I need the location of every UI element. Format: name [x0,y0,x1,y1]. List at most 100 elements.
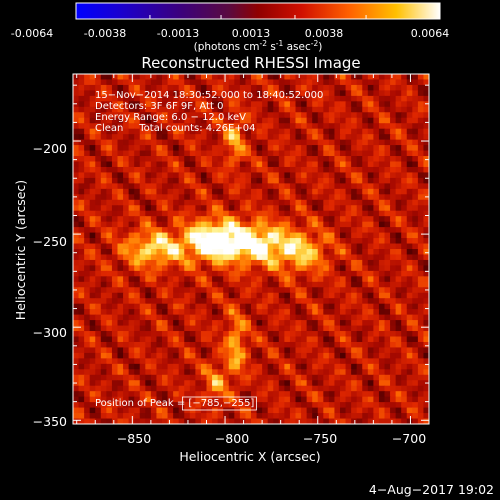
heatmap-cell [200,74,208,81]
heatmap-cell [284,150,291,157]
heatmap-cell [417,216,425,223]
heatmap-cell [378,150,386,157]
heatmap-cell [73,123,80,130]
heatmap-cell [267,183,274,190]
heatmap-cell [251,188,258,195]
heatmap-cell [162,331,169,338]
heatmap-cell [273,325,280,332]
heatmap-cell [367,309,374,316]
heatmap-cell [423,139,429,146]
heatmap-cell [401,385,408,392]
heatmap-cell [323,128,330,135]
heatmap-cell [195,134,202,141]
heatmap-cell [150,194,158,201]
heatmap-cell [84,232,91,239]
heatmap-cell [328,128,336,135]
heatmap-cell [367,341,374,349]
heatmap-cell [106,303,113,310]
heatmap-cell [95,106,102,113]
heatmap-cell [134,265,141,272]
heatmap-cell [117,287,124,294]
heatmap-cell [117,303,124,310]
heatmap-cell [212,210,219,217]
heatmap-cell [351,292,358,299]
heatmap-cell [145,320,152,327]
heatmap-cell [328,221,336,228]
heatmap-cell [184,374,191,381]
heatmap-cell [195,336,202,343]
heatmap-cell [295,205,302,212]
heatmap-cell [373,281,380,288]
heatmap-cell [417,320,425,327]
heatmap-cell [395,352,402,359]
heatmap-cell [145,385,152,392]
heatmap-cell [167,341,174,349]
heatmap-cell [212,303,219,310]
heatmap-cell [284,216,291,223]
heatmap-cell [367,352,374,359]
heatmap-cell [362,227,369,234]
heatmap-cell [162,166,169,174]
heatmap-cell [145,281,152,288]
heatmap-cell [328,183,336,190]
heatmap-cell [406,341,413,349]
heatmap-cell [111,106,119,113]
heatmap-cell [189,369,196,376]
heatmap-cell [117,380,124,387]
heatmap-cell [206,150,213,157]
heatmap-cell [412,287,419,294]
heatmap-cell [106,374,113,381]
heatmap-cell [256,90,263,97]
heatmap-cell [267,402,274,409]
heatmap-cell [417,281,425,288]
heatmap-cell [295,287,302,294]
heatmap-cell [173,303,180,310]
heatmap-cell [312,161,319,168]
heatmap-cell [84,270,91,277]
heatmap-cell [111,227,119,234]
heatmap-cell [134,259,141,267]
heatmap-cell [167,347,174,354]
heatmap-cell [150,205,158,212]
heatmap-cell [78,172,85,179]
heatmap-cell [106,139,113,146]
heatmap-cell [351,254,358,261]
heatmap-cell [117,341,124,349]
heatmap-cell [306,227,313,234]
heatmap-cell [139,265,146,272]
heatmap-cell [245,188,252,195]
heatmap-cell [423,363,429,370]
heatmap-cell [150,134,158,141]
heatmap-cell [134,123,141,130]
heatmap-cell [134,385,141,392]
heatmap-cell [145,396,152,403]
heatmap-cell [212,194,219,201]
colorbar-units: (photons cm-2 s-1 asec-2) [194,39,323,53]
heatmap-cell [239,314,247,321]
heatmap-cell [340,402,347,409]
heatmap-cell [345,177,352,184]
heatmap-cell [184,331,191,338]
heatmap-cell [150,84,158,92]
heatmap-cell [95,210,102,217]
heatmap-cell [256,221,263,228]
heatmap-cell [362,347,369,354]
heatmap-cell [384,287,391,294]
heatmap-cell [312,374,319,381]
heatmap-cell [212,298,219,305]
heatmap-cell [256,369,263,376]
heatmap-cell [284,199,291,206]
heatmap-cell [73,341,80,349]
heatmap-cell [184,325,191,332]
heatmap-cell [128,396,135,403]
heatmap-cell [373,298,380,305]
heatmap-cell [84,298,91,305]
heatmap-cell [195,358,202,365]
heatmap-cell [78,298,85,305]
heatmap-cell [362,391,369,398]
heatmap-cell [406,281,413,288]
heatmap-cell [301,221,308,228]
heatmap-cell [351,281,358,288]
heatmap-cell [373,347,380,354]
heatmap-cell [412,292,419,299]
